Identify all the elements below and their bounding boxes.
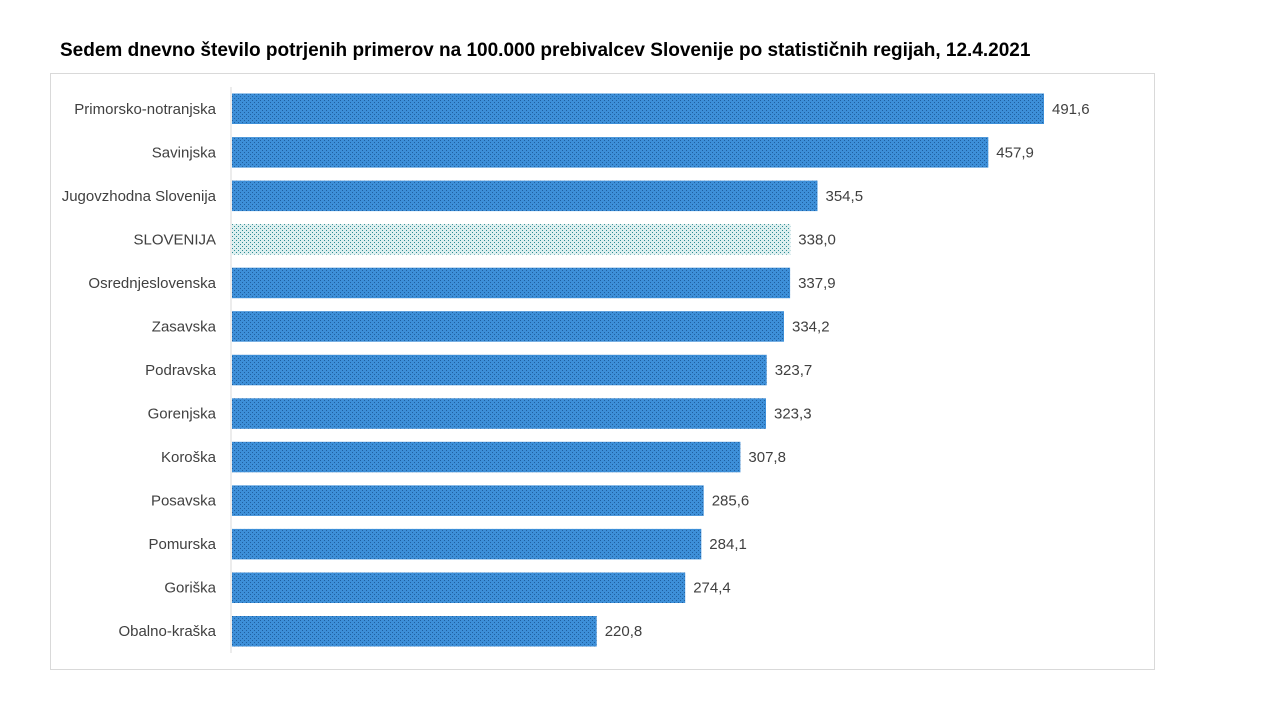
category-label: Jugovzhodna Slovenija [62, 188, 217, 205]
bar-posavska [232, 485, 704, 516]
bar-primorsko-notranjska [232, 93, 1044, 124]
category-label: Zasavska [152, 319, 217, 336]
category-label: Pomurska [148, 536, 216, 553]
bar-slovenija [232, 224, 791, 255]
bar-jugovzhodna-slovenija [232, 180, 818, 212]
category-label: Koroška [161, 449, 217, 466]
value-label: 457,9 [996, 144, 1034, 161]
value-label: 334,2 [792, 319, 830, 336]
bar-pomurska [232, 528, 702, 560]
value-label: 354,5 [826, 188, 864, 205]
value-label: 220,8 [605, 623, 643, 640]
bar-koroška [232, 441, 741, 473]
value-label: 323,7 [775, 362, 813, 379]
bar-podravska [232, 354, 767, 386]
category-label: SLOVENIJA [133, 231, 216, 248]
bar-savinjska [232, 137, 989, 168]
chart-area [50, 73, 1155, 670]
category-label: Savinjska [152, 144, 217, 161]
category-label: Gorenjska [148, 406, 217, 423]
bar-gorenjska [232, 398, 766, 429]
value-label: 337,9 [798, 275, 836, 292]
chart-title: Sedem dnevno število potrjenih primerov … [60, 40, 1031, 61]
category-label: Goriška [164, 580, 216, 597]
bar-zasavska [232, 311, 784, 342]
bar-goriška [232, 572, 686, 603]
category-label: Posavska [151, 493, 217, 510]
value-label: 284,1 [709, 536, 747, 553]
value-label: 323,3 [774, 406, 812, 423]
category-label: Podravska [145, 362, 217, 379]
category-label: Osrednjeslovenska [88, 275, 216, 292]
category-label: Primorsko-notranjska [74, 101, 216, 118]
bar-obalno-kraška [232, 616, 597, 647]
bar-osrednjeslovenska [232, 267, 791, 299]
value-label: 491,6 [1052, 101, 1090, 118]
value-label: 338,0 [798, 231, 836, 248]
value-label: 307,8 [748, 449, 786, 466]
category-label: Obalno-kraška [118, 623, 216, 640]
value-label: 285,6 [712, 493, 750, 510]
value-label: 274,4 [693, 580, 731, 597]
